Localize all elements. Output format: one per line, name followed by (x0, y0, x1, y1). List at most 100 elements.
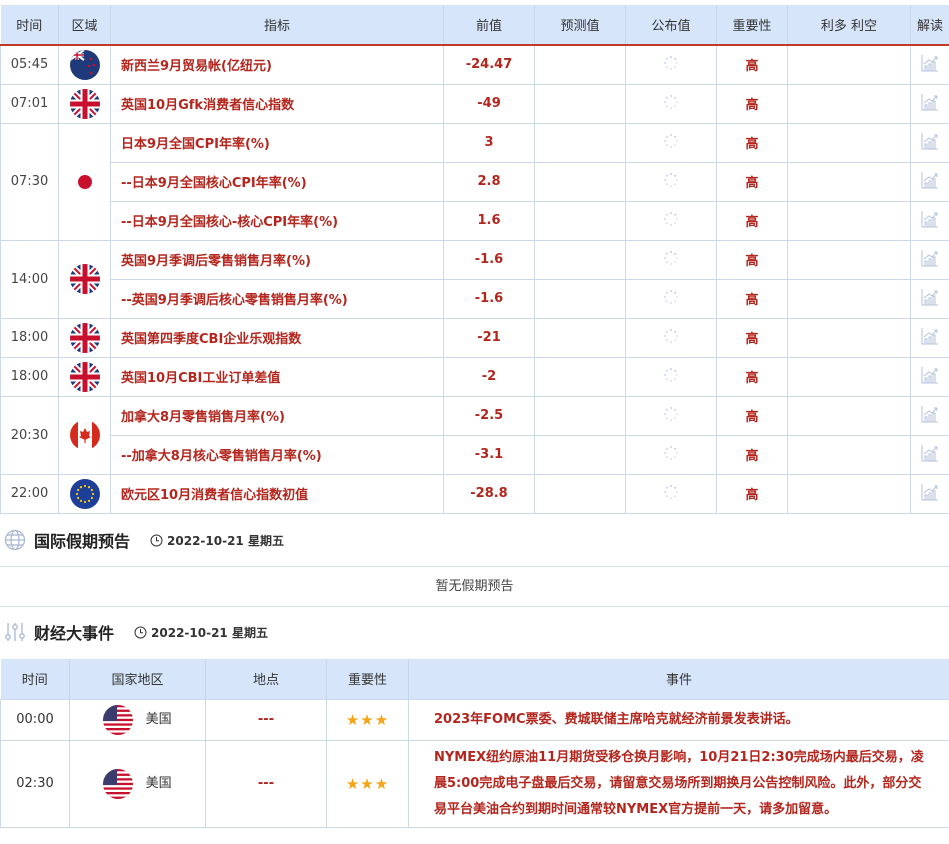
chart-analysis-icon[interactable] (921, 249, 939, 267)
event-time: 00:00 (0, 698, 70, 741)
region-cell (58, 239, 111, 319)
clock-icon (150, 534, 163, 546)
event-importance: ★★★ (326, 739, 409, 828)
chart-analysis-icon[interactable] (921, 366, 939, 384)
actual-value (625, 356, 717, 397)
actual-value (625, 83, 717, 124)
actual-value (625, 473, 717, 514)
chart-analysis-icon[interactable] (921, 93, 939, 111)
analysis-cell[interactable] (910, 278, 949, 319)
loading-spinner-icon (664, 133, 678, 148)
table-row: 20:30 加拿大8月零售销售月率(%) -2.5 高 (0, 395, 949, 475)
time-cell: 14:00 (0, 239, 59, 319)
previous-value: -3.1 (443, 434, 535, 475)
chart-analysis-icon[interactable] (921, 210, 939, 228)
flag-uk-icon (69, 361, 100, 392)
flag-uk-icon (69, 88, 100, 119)
forecast-value (534, 434, 626, 475)
analysis-cell[interactable] (910, 317, 949, 358)
flag-ca-icon (69, 420, 100, 450)
column-header: 国家地区 (69, 659, 206, 699)
indicator-cell[interactable]: --日本9月全国核心-核心CPI年率(%) (110, 200, 444, 241)
indicator-cell[interactable]: 新西兰9月贸易帐(亿纽元) (110, 44, 444, 85)
holiday-date: 2022-10-21 星期五 (150, 532, 284, 549)
event-row: 02:30 美国 --- ★★★ NYMEX纽约原油11月期货受移仓换月影响，1… (0, 739, 949, 828)
indicator-cell[interactable]: --英国9月季调后核心零售销售月率(%) (110, 278, 444, 319)
analysis-cell[interactable] (910, 161, 949, 202)
chart-analysis-icon[interactable] (921, 327, 939, 345)
column-header: 解读 (910, 5, 949, 46)
indicator-cell[interactable]: 加拿大8月零售销售月率(%) (110, 395, 444, 436)
actual-value (625, 278, 717, 319)
event-description: NYMEX纽约原油11月期货受移仓换月影响，10月21日2:30完成场内最后交易… (408, 739, 949, 828)
chart-analysis-icon[interactable] (921, 288, 939, 306)
table-row: --加拿大8月核心零售销售月率(%) -3.1 高 (1, 434, 949, 475)
indicator-cell[interactable]: 欧元区10月消费者信心指数初值 (110, 473, 444, 514)
flag-us-icon (103, 704, 134, 735)
loading-spinner-icon (664, 484, 678, 499)
bull-bear-cell (787, 122, 911, 163)
actual-value (625, 200, 717, 241)
actual-value (625, 161, 717, 202)
column-header: 重要性 (716, 5, 788, 46)
forecast-value (534, 317, 626, 358)
chart-analysis-icon[interactable] (921, 483, 939, 501)
event-importance: ★★★ (326, 698, 409, 741)
analysis-cell[interactable] (910, 395, 949, 436)
table-row: --日本9月全国核心CPI年率(%) 2.8 高 (1, 161, 949, 202)
analysis-cell[interactable] (910, 44, 949, 85)
analysis-cell[interactable] (910, 434, 949, 475)
event-description: 2023年FOMC票委、费城联储主席哈克就经济前景发表讲话。 (408, 698, 949, 741)
table-row: 18:00 英国10月CBI工业订单差值 -2 高 (0, 356, 949, 397)
event-location: --- (205, 739, 327, 828)
table-row: --英国9月季调后核心零售销售月率(%) -1.6 高 (1, 278, 949, 319)
loading-spinner-icon (664, 55, 678, 70)
loading-spinner-icon (664, 328, 678, 343)
chart-analysis-icon[interactable] (921, 132, 939, 150)
time-cell: 07:30 (0, 122, 59, 241)
analysis-cell[interactable] (910, 122, 949, 163)
bull-bear-cell (787, 44, 911, 85)
column-header: 公布值 (625, 5, 717, 46)
indicator-cell[interactable]: 英国9月季调后零售销售月率(%) (110, 239, 444, 280)
event-row: 00:00 美国 --- ★★★ 2023年FOMC票委、费城联储主席哈克就经济… (0, 698, 949, 741)
chart-analysis-icon[interactable] (921, 444, 939, 462)
indicator-cell[interactable]: 英国10月CBI工业订单差值 (110, 356, 444, 397)
flag-uk-icon (69, 322, 100, 353)
flag-eu-icon (69, 478, 100, 509)
analysis-cell[interactable] (910, 239, 949, 280)
analysis-cell[interactable] (910, 83, 949, 124)
time-cell: 18:00 (0, 317, 59, 358)
region-cell (58, 44, 111, 85)
analysis-cell[interactable] (910, 200, 949, 241)
actual-value (625, 317, 717, 358)
indicator-cell[interactable]: --日本9月全国核心CPI年率(%) (110, 161, 444, 202)
importance: 高 (716, 44, 788, 85)
indicator-cell[interactable]: 英国10月Gfk消费者信心指数 (110, 83, 444, 124)
star-rating-icon: ★★★ (345, 710, 390, 729)
region-cell (58, 83, 111, 124)
forecast-value (534, 395, 626, 436)
analysis-cell[interactable] (910, 356, 949, 397)
region-cell (58, 473, 111, 514)
indicator-cell[interactable]: --加拿大8月核心零售销售月率(%) (110, 434, 444, 475)
time-cell: 22:00 (0, 473, 59, 514)
table-row: --日本9月全国核心-核心CPI年率(%) 1.6 高 (1, 200, 949, 241)
loading-spinner-icon (664, 172, 678, 187)
chart-analysis-icon[interactable] (921, 405, 939, 423)
flag-us-icon (103, 768, 134, 799)
time-cell: 07:01 (0, 83, 59, 124)
previous-value: -28.8 (443, 473, 535, 514)
column-header: 指标 (110, 5, 444, 46)
actual-value (625, 122, 717, 163)
indicator-cell[interactable]: 英国第四季度CBI企业乐观指数 (110, 317, 444, 358)
analysis-cell[interactable] (910, 473, 949, 514)
chart-analysis-icon[interactable] (921, 171, 939, 189)
importance: 高 (716, 395, 788, 436)
importance: 高 (716, 161, 788, 202)
indicator-cell[interactable]: 日本9月全国CPI年率(%) (110, 122, 444, 163)
previous-value: -2 (443, 356, 535, 397)
events-section-header: 财经大事件 2022-10-21 星期五 (0, 610, 949, 654)
time-cell: 20:30 (0, 395, 59, 475)
chart-analysis-icon[interactable] (921, 54, 939, 72)
